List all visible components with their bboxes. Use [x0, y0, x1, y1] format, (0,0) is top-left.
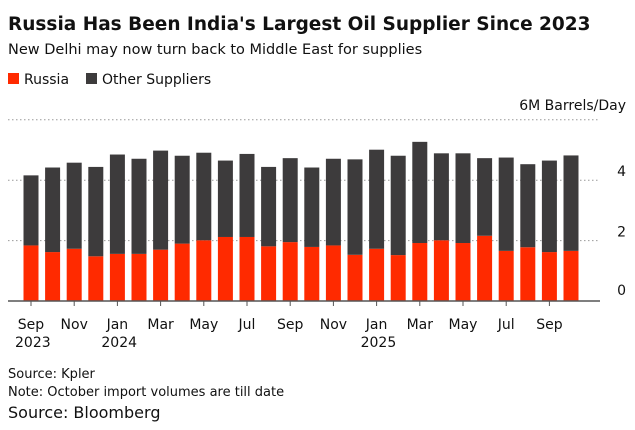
x-tick-label: Jul: [497, 317, 515, 333]
bar-russia: [282, 242, 298, 301]
bar-russia: [433, 240, 449, 301]
bar-other: [196, 152, 212, 241]
bar-other: [541, 160, 557, 253]
chart-subtitle: New Delhi may now turn back to Middle Ea…: [8, 42, 422, 58]
bar-other: [304, 167, 320, 247]
bar-russia: [45, 252, 61, 301]
bar-russia: [66, 248, 82, 301]
x-tick-year-label: 2025: [361, 335, 397, 351]
bar-other: [131, 158, 147, 254]
bar-other: [261, 166, 277, 247]
bar-russia: [88, 256, 104, 301]
bar-other: [282, 158, 298, 243]
bar-other: [174, 155, 190, 244]
bar-russia: [520, 247, 536, 301]
bar-other: [455, 153, 471, 244]
bar-other: [109, 154, 125, 254]
bar-other: [153, 150, 169, 250]
x-tick-label: Jan: [106, 317, 129, 333]
bar-other: [239, 153, 255, 237]
bar-russia: [412, 243, 428, 301]
bar-other: [325, 158, 341, 246]
x-tick-label: Sep: [536, 317, 563, 333]
bar-russia: [455, 243, 471, 301]
x-tick-label: Sep: [18, 317, 45, 333]
x-tick-label: May: [449, 317, 478, 333]
bar-russia: [390, 255, 406, 301]
bar-other: [88, 166, 104, 257]
bar-other: [498, 157, 514, 251]
legend-swatch-russia: [8, 73, 19, 84]
credit: Source: Bloomberg: [8, 403, 160, 422]
bar-russia: [498, 250, 514, 301]
bar-other: [520, 164, 536, 248]
bar-russia: [196, 240, 212, 301]
bar-other: [45, 167, 61, 253]
bar-other: [390, 155, 406, 256]
bar-russia: [541, 252, 557, 301]
x-tick-year-label: 2024: [101, 335, 137, 351]
x-tick-label: Sep: [277, 317, 304, 333]
legend-label-other: Other Suppliers: [102, 72, 211, 88]
legend-label-russia: Russia: [24, 72, 69, 88]
bar-other: [217, 160, 233, 237]
y-tick-label: 0: [617, 283, 626, 299]
bar-russia: [131, 253, 147, 301]
legend-swatch-other: [86, 73, 97, 84]
bar-russia: [261, 246, 277, 301]
x-tick-label: Jul: [238, 317, 256, 333]
bar-other: [347, 159, 363, 255]
bar-other: [369, 149, 385, 249]
y-unit-label: 6M Barrels/Day: [519, 98, 626, 114]
bar-russia: [369, 248, 385, 301]
bar-russia: [23, 245, 39, 301]
legend: Russia Other Suppliers: [8, 72, 211, 88]
bar-russia: [325, 245, 341, 301]
footnote: Note: October import volumes are till da…: [8, 385, 284, 400]
bar-other: [563, 155, 579, 251]
y-tick-label: 2: [617, 225, 626, 241]
x-tick-label: Mar: [147, 317, 174, 333]
bar-other: [23, 175, 39, 246]
bar-russia: [239, 236, 255, 301]
y-tick-label: 4: [617, 164, 626, 180]
chart-title: Russia Has Been India's Largest Oil Supp…: [8, 14, 591, 35]
bar-russia: [347, 254, 363, 301]
x-tick-label: Jan: [365, 317, 388, 333]
bar-russia: [304, 246, 320, 301]
bar-russia: [477, 235, 493, 301]
bar-other: [433, 153, 449, 241]
x-tick-label: Nov: [320, 317, 347, 333]
bar-russia: [153, 249, 169, 301]
source-note: Source: Kpler: [8, 367, 96, 382]
x-tick-year-label: 2023: [15, 335, 51, 351]
bar-russia: [217, 236, 233, 301]
x-tick-label: May: [189, 317, 218, 333]
bar-other: [412, 141, 428, 244]
bar-russia: [109, 253, 125, 301]
x-tick-label: Mar: [407, 317, 434, 333]
bar-russia: [174, 243, 190, 301]
bar-other: [477, 158, 493, 236]
x-tick-label: Nov: [61, 317, 88, 333]
bar-russia: [563, 250, 579, 301]
bar-other: [66, 162, 82, 249]
